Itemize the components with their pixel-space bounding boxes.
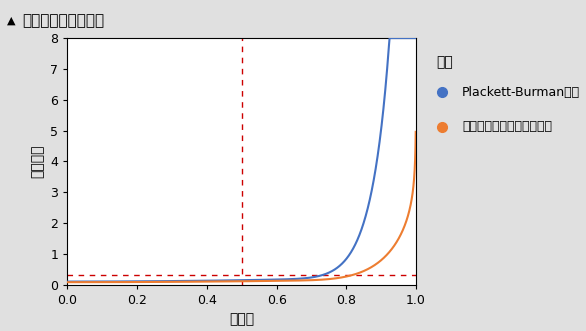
Text: 計画: 計画 bbox=[437, 55, 453, 69]
Text: 決定的スクリーニング計画: 決定的スクリーニング計画 bbox=[462, 120, 552, 133]
Text: ▲: ▲ bbox=[7, 16, 16, 26]
Text: 計画領域率プロット: 計画領域率プロット bbox=[22, 14, 104, 28]
Y-axis label: 予測分散: 予測分散 bbox=[31, 145, 45, 178]
X-axis label: 領域率: 領域率 bbox=[229, 312, 254, 326]
Text: Plackett-Burman計画: Plackett-Burman計画 bbox=[462, 86, 580, 99]
